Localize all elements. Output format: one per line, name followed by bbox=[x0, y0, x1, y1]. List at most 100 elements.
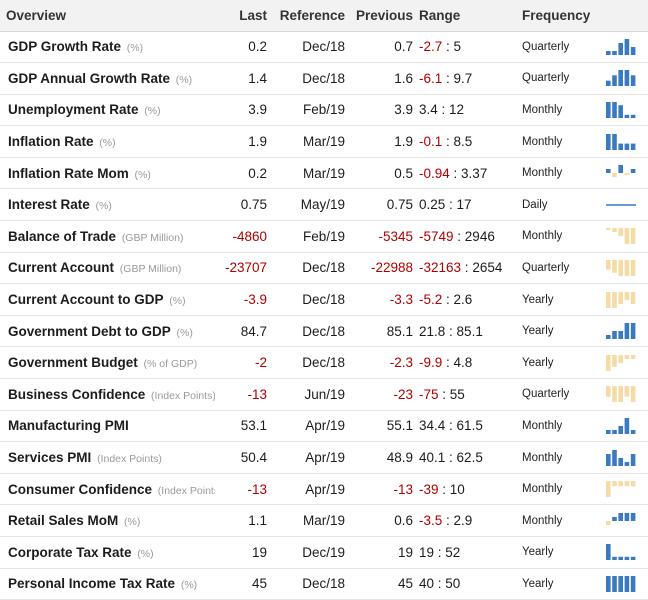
table-row[interactable]: Services PMI (Index Points) 50.4 Apr/19 48.… bbox=[0, 442, 648, 474]
table-row[interactable]: Inflation Rate Mom (%) 0.2 Mar/19 0.5 -0.94 … bbox=[0, 157, 648, 189]
range-low: 34.4 bbox=[419, 418, 446, 434]
indicator-name[interactable]: Government Debt to GDP bbox=[8, 323, 171, 339]
sparkline-cell[interactable] bbox=[584, 315, 648, 347]
sparkline-cell[interactable] bbox=[584, 221, 648, 253]
table-row[interactable]: Unemployment Rate (%) 3.9 Feb/19 3.9 3.4 : 1… bbox=[0, 94, 648, 126]
indicator-name[interactable]: Business Confidence bbox=[8, 386, 146, 402]
sparkline-chart[interactable] bbox=[606, 321, 636, 341]
indicator-cell[interactable]: Current Account to GDP (%) bbox=[0, 284, 215, 316]
indicator-cell[interactable]: Corporate Tax Rate (%) bbox=[0, 537, 215, 569]
sparkline-chart[interactable] bbox=[606, 132, 636, 152]
indicator-cell[interactable]: Business Confidence (Index Points) bbox=[0, 379, 215, 411]
sparkline-cell[interactable] bbox=[584, 284, 648, 316]
indicator-cell[interactable]: GDP Growth Rate (%) bbox=[0, 31, 215, 63]
indicator-cell[interactable]: Interest Rate (%) bbox=[0, 189, 215, 221]
indicator-name[interactable]: Balance of Trade bbox=[8, 228, 117, 244]
sparkline-cell[interactable] bbox=[584, 442, 648, 474]
table-row[interactable]: Current Account (GBP Million) -23707 Dec/1… bbox=[0, 252, 648, 284]
sparkline-cell[interactable] bbox=[584, 63, 648, 95]
indicator-name[interactable]: Manufacturing PMI bbox=[8, 418, 129, 434]
table-row[interactable]: Personal Income Tax Rate (%) 45 Dec/18 45 40… bbox=[0, 568, 648, 600]
sparkline-bar bbox=[606, 81, 611, 87]
sparkline-chart[interactable] bbox=[606, 574, 636, 594]
header-previous[interactable]: Previous bbox=[345, 0, 413, 32]
indicator-cell[interactable]: Manufacturing PMI bbox=[0, 410, 215, 442]
table-row[interactable]: Corporate Tax Rate (%) 19 Dec/19 19 19 : 52 Y… bbox=[0, 537, 648, 569]
table-row[interactable]: Balance of Trade (GBP Million) -4860 Feb/1… bbox=[0, 221, 648, 253]
table-row[interactable]: Inflation Rate (%) 1.9 Mar/19 1.9 -0.1 : 8.5… bbox=[0, 126, 648, 158]
sparkline-cell[interactable] bbox=[584, 347, 648, 379]
indicator-cell[interactable]: Services PMI (Index Points) bbox=[0, 442, 215, 474]
table-row[interactable]: Retail Sales MoM (%) 1.1 Mar/19 0.6 -3.5 : 2… bbox=[0, 505, 648, 537]
indicator-cell[interactable]: Unemployment Rate (%) bbox=[0, 94, 215, 126]
sparkline-cell[interactable] bbox=[584, 568, 648, 600]
table-row[interactable]: Business Confidence (Index Points) -13 Jun… bbox=[0, 379, 648, 411]
indicator-name[interactable]: Interest Rate bbox=[8, 197, 90, 213]
indicator-cell[interactable]: Balance of Trade (GBP Million) bbox=[0, 221, 215, 253]
indicator-name[interactable]: Government Budget bbox=[8, 355, 138, 371]
sparkline-cell[interactable] bbox=[584, 379, 648, 411]
indicator-name[interactable]: Inflation Rate bbox=[8, 134, 94, 150]
indicator-name[interactable]: Current Account to GDP bbox=[8, 292, 164, 308]
header-frequency[interactable]: Frequency bbox=[510, 0, 590, 32]
previous-value: 45 bbox=[397, 576, 413, 592]
sparkline-chart[interactable] bbox=[606, 416, 636, 436]
table-row[interactable]: Consumer Confidence (Index Points) -13 Apr… bbox=[0, 473, 648, 505]
table-row[interactable]: Current Account to GDP (%) -3.9 Dec/18 -3.3… bbox=[0, 284, 648, 316]
sparkline-chart[interactable] bbox=[606, 258, 636, 278]
indicator-cell[interactable]: Government Debt to GDP (%) bbox=[0, 315, 215, 347]
sparkline-chart[interactable] bbox=[606, 37, 636, 57]
sparkline-chart[interactable] bbox=[606, 290, 636, 310]
sparkline-cell[interactable] bbox=[584, 252, 648, 284]
sparkline-cell[interactable] bbox=[584, 126, 648, 158]
sparkline-chart[interactable] bbox=[606, 479, 636, 499]
sparkline-chart[interactable] bbox=[606, 195, 636, 215]
indicator-name[interactable]: Current Account bbox=[8, 260, 115, 276]
indicator-name[interactable]: Inflation Rate Mom bbox=[8, 165, 129, 181]
indicator-cell[interactable]: Government Budget (% of GDP) bbox=[0, 347, 215, 379]
sparkline-chart[interactable] bbox=[606, 448, 636, 468]
indicator-name[interactable]: Unemployment Rate bbox=[8, 102, 139, 118]
indicator-name[interactable]: Personal Income Tax Rate bbox=[8, 576, 176, 592]
sparkline-cell[interactable] bbox=[584, 473, 648, 505]
indicator-name[interactable]: Corporate Tax Rate bbox=[8, 544, 132, 560]
indicator-cell[interactable]: Inflation Rate (%) bbox=[0, 126, 215, 158]
sparkline-chart[interactable] bbox=[606, 353, 636, 373]
sparkline-cell[interactable] bbox=[584, 189, 648, 221]
header-overview[interactable]: Overview bbox=[0, 0, 215, 32]
sparkline-chart[interactable] bbox=[606, 100, 636, 120]
indicator-name[interactable]: Services PMI bbox=[8, 450, 92, 466]
sparkline-cell[interactable] bbox=[584, 505, 648, 537]
sparkline-chart[interactable] bbox=[606, 68, 636, 88]
indicator-name[interactable]: Consumer Confidence bbox=[8, 481, 153, 497]
sparkline-cell[interactable] bbox=[584, 537, 648, 569]
sparkline-cell[interactable] bbox=[584, 410, 648, 442]
indicator-cell[interactable]: Retail Sales MoM (%) bbox=[0, 505, 215, 537]
sparkline-chart[interactable] bbox=[606, 511, 636, 531]
header-reference[interactable]: Reference bbox=[267, 0, 345, 32]
sparkline-cell[interactable] bbox=[584, 31, 648, 63]
range-cell: 19 : 52 bbox=[413, 537, 510, 569]
indicator-cell[interactable]: Inflation Rate Mom (%) bbox=[0, 157, 215, 189]
header-last[interactable]: Last bbox=[215, 0, 267, 32]
sparkline-chart[interactable] bbox=[606, 226, 636, 246]
table-row[interactable]: GDP Annual Growth Rate (%) 1.4 Dec/18 1.6 -6… bbox=[0, 63, 648, 95]
indicator-name[interactable]: GDP Growth Rate bbox=[8, 39, 122, 55]
indicator-cell[interactable]: Current Account (GBP Million) bbox=[0, 252, 215, 284]
indicator-cell[interactable]: GDP Annual Growth Rate (%) bbox=[0, 63, 215, 95]
sparkline-cell[interactable] bbox=[584, 157, 648, 189]
sparkline-chart[interactable] bbox=[606, 163, 636, 183]
header-range[interactable]: Range bbox=[413, 0, 510, 32]
indicator-cell[interactable]: Personal Income Tax Rate (%) bbox=[0, 568, 215, 600]
table-row[interactable]: Government Budget (% of GDP) -2 Dec/18 -2.3… bbox=[0, 347, 648, 379]
table-row[interactable]: Interest Rate (%) 0.75 May/19 0.75 0.25 : 17… bbox=[0, 189, 648, 221]
table-row[interactable]: Manufacturing PMI 53.1 Apr/19 55.1 34.4 : 61… bbox=[0, 410, 648, 442]
sparkline-chart[interactable] bbox=[606, 384, 636, 404]
sparkline-chart[interactable] bbox=[606, 542, 636, 562]
indicator-name[interactable]: GDP Annual Growth Rate bbox=[8, 70, 171, 86]
table-row[interactable]: Government Debt to GDP (%) 84.7 Dec/18 85.1… bbox=[0, 315, 648, 347]
indicator-name[interactable]: Retail Sales MoM bbox=[8, 513, 119, 529]
sparkline-cell[interactable] bbox=[584, 94, 648, 126]
indicator-cell[interactable]: Consumer Confidence (Index Points) bbox=[0, 473, 215, 505]
